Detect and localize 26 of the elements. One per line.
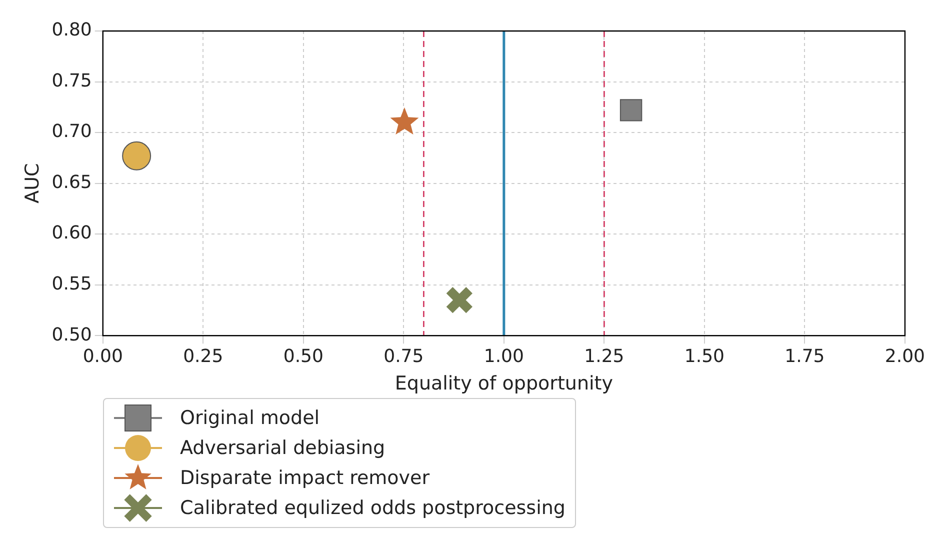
x-tick-label: 1.75 — [784, 346, 825, 368]
x-tick-label: 1.50 — [684, 346, 724, 368]
y-axis-title: AUC — [21, 163, 44, 204]
point — [390, 107, 419, 135]
x-tick-label: 0.25 — [183, 346, 224, 368]
x-tick-label: 1.00 — [484, 346, 524, 368]
legend-label: Disparate impact remover — [180, 467, 430, 489]
x-tick-label: 2.00 — [884, 346, 925, 368]
y-tick-label: 0.65 — [52, 172, 92, 193]
y-tick-label: 0.75 — [52, 70, 92, 92]
legend-label: Calibrated equlized odds postprocessing — [180, 497, 566, 519]
legend-label: Adversarial debiasing — [180, 437, 386, 459]
y-tick-label: 0.60 — [52, 222, 92, 244]
x-tick-label: 1.25 — [584, 346, 624, 368]
y-tick-label: 0.50 — [52, 324, 92, 346]
point — [445, 286, 474, 314]
x-tick-label: 0.50 — [283, 346, 324, 368]
x-axis-title: Equality of opportunity — [394, 372, 613, 395]
x-tick-label: 0.00 — [82, 346, 123, 368]
y-tick-label: 0.55 — [52, 274, 92, 295]
y-tick-label: 0.70 — [52, 121, 92, 142]
x-tick-label: 0.75 — [384, 346, 424, 368]
point — [122, 141, 152, 170]
y-tick-label: 0.80 — [52, 20, 92, 41]
legend-label: Original model — [180, 407, 320, 429]
point — [620, 99, 642, 122]
